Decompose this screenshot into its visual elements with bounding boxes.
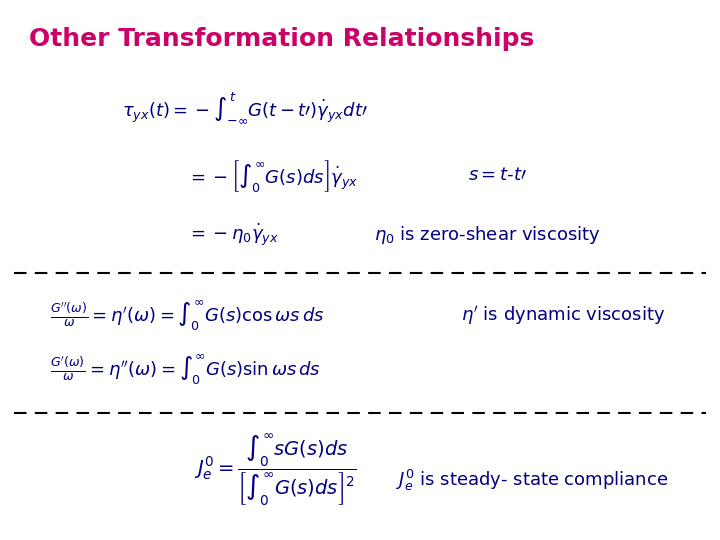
Text: $= -\left[\int_{0}^{\infty} G(s)ds \right]\dot{\gamma}_{yx}$: $= -\left[\int_{0}^{\infty} G(s)ds \righ… xyxy=(187,158,359,193)
Text: $J_e^0$ is steady- state compliance: $J_e^0$ is steady- state compliance xyxy=(396,468,668,493)
Text: $\eta'$ is dynamic viscosity: $\eta'$ is dynamic viscosity xyxy=(461,305,665,327)
Text: $\frac{G^{\prime\prime}(\omega)}{\omega} = \eta^{\prime}(\omega) = \int_0^{\inft: $\frac{G^{\prime\prime}(\omega)}{\omega}… xyxy=(50,299,325,333)
Text: $\eta_0$ is zero-shear viscosity: $\eta_0$ is zero-shear viscosity xyxy=(374,224,601,246)
Text: $\tau_{yx}(t) = -\int_{-\infty}^{t} G(t-t\prime)\dot{\gamma}_{yx}dt\prime$: $\tau_{yx}(t) = -\int_{-\infty}^{t} G(t-… xyxy=(122,91,369,125)
Text: $J_e^0 = \dfrac{\int_0^{\infty} sG(s)ds}{\left[\int_0^{\infty} G(s)ds\right]^2}$: $J_e^0 = \dfrac{\int_0^{\infty} sG(s)ds}… xyxy=(194,432,357,508)
Text: $= -\eta_0 \dot{\gamma}_{yx}$: $= -\eta_0 \dot{\gamma}_{yx}$ xyxy=(187,221,279,248)
Text: $s = t$-$t\prime$: $s = t$-$t\prime$ xyxy=(468,166,527,185)
Text: Other Transformation Relationships: Other Transformation Relationships xyxy=(29,27,534,51)
Text: $\frac{G^{\prime}(\omega)}{\omega} = \eta^{\prime\prime}(\omega) = \int_0^{\inft: $\frac{G^{\prime}(\omega)}{\omega} = \et… xyxy=(50,353,321,387)
